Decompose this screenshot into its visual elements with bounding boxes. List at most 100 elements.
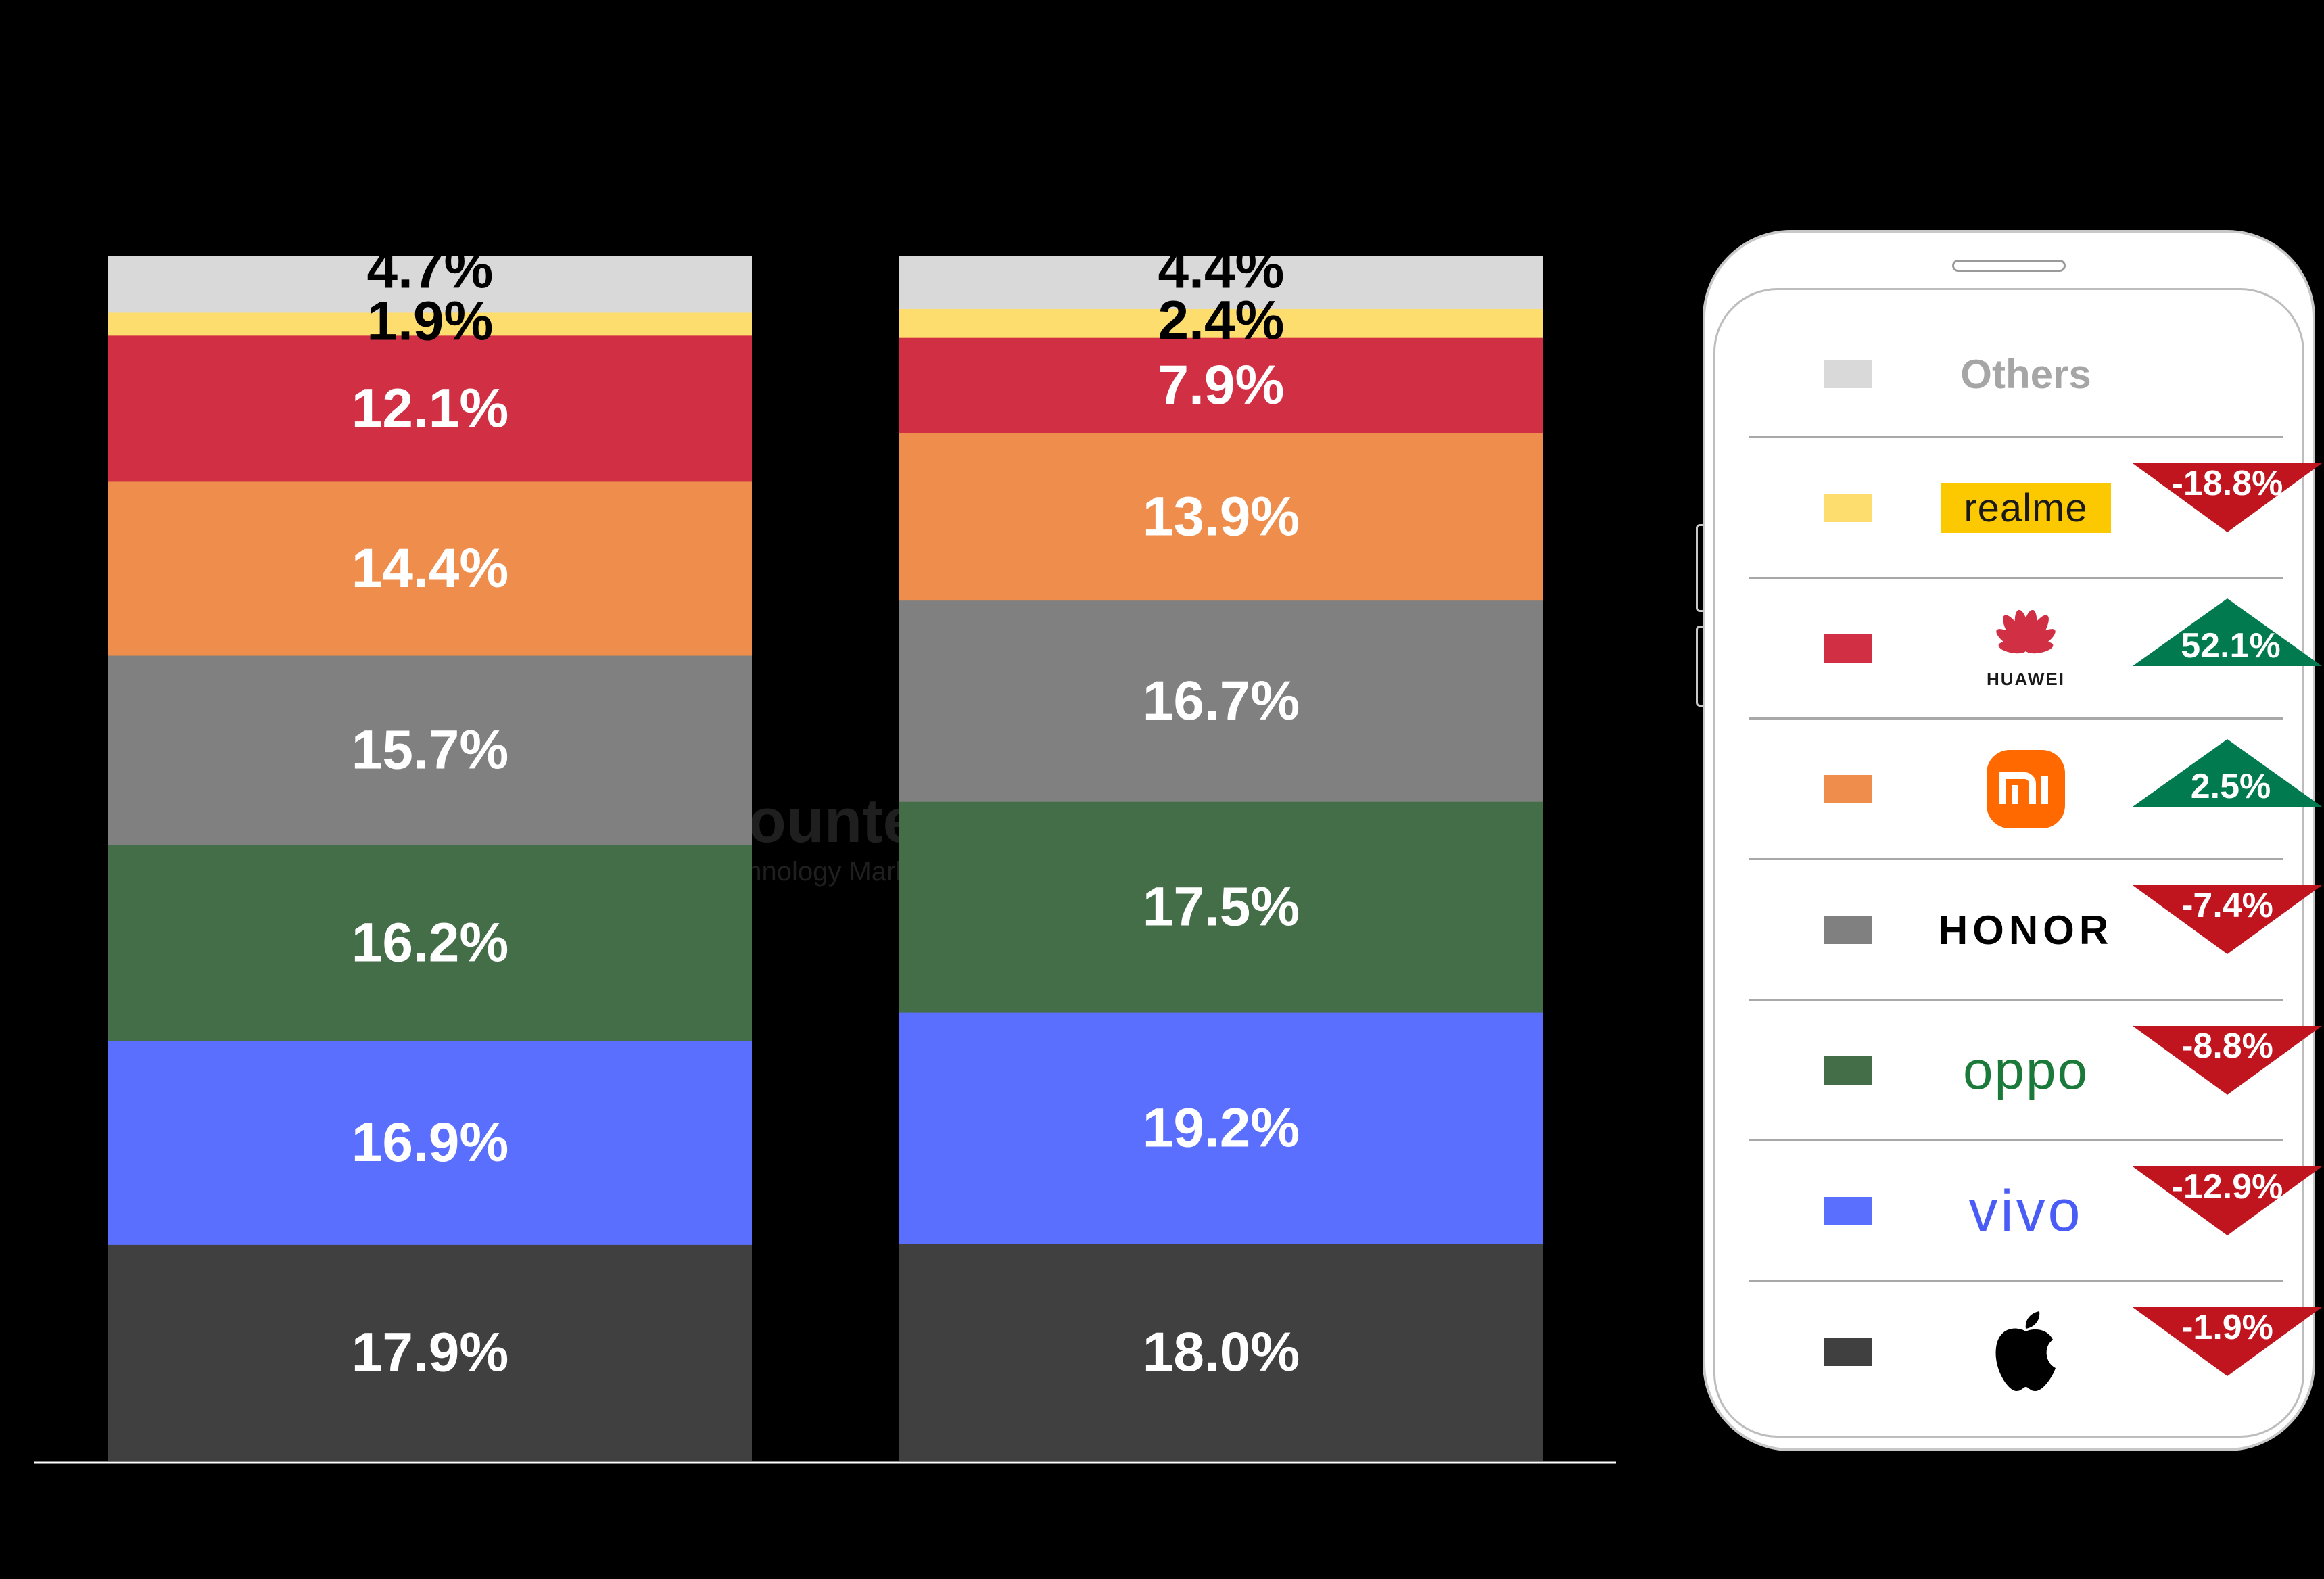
bar-segment-apple	[899, 1244, 1543, 1461]
bar-segment-apple	[108, 1244, 752, 1461]
data-label-oppo: 17.5%	[1143, 876, 1300, 938]
legend-row-apple: -1.9%	[1749, 1281, 2322, 1422]
legend-change-huawei: 52.1%	[2181, 626, 2280, 665]
down-triangle-icon	[2133, 1307, 2322, 1376]
bar-segment-huawei	[108, 335, 752, 482]
legend-change-realme: -18.8%	[2172, 464, 2283, 503]
xiaomi-logo-icon: mi	[1937, 746, 2114, 832]
bar-segment-vivo	[899, 1012, 1543, 1244]
trend-down-badge: -18.8%	[2133, 463, 2322, 532]
legend-divider	[1749, 1139, 2283, 1141]
data-label-huawei: 7.9%	[1158, 354, 1285, 416]
huawei-logo-icon: HUAWEI	[1937, 605, 2114, 692]
bars-group	[108, 256, 1543, 1461]
bar-segment-vivo	[108, 1040, 752, 1245]
bar-segment-realme	[108, 312, 752, 336]
trend-up-badge: 2.5%	[2133, 739, 2322, 807]
legend-label-vivo: vivo	[1968, 1178, 2083, 1244]
bar-segment-xiaomi	[899, 432, 1543, 601]
bar-segment-others	[899, 256, 1543, 309]
legend-swatch-huawei	[1824, 634, 1872, 663]
apple-logo-icon	[1937, 1309, 2114, 1395]
data-label-vivo: 19.2%	[1143, 1098, 1300, 1159]
legend-label-oppo: oppo	[1963, 1040, 2089, 1100]
bar-segment-oppo	[899, 801, 1543, 1013]
phone-screen: Others realme -18.8%	[1713, 288, 2322, 1438]
legend-divider	[1749, 577, 2283, 579]
legend-row-honor: HONOR -7.4%	[1749, 859, 2322, 1000]
bar-segment-honor	[108, 655, 752, 845]
data-label-vivo: 16.9%	[352, 1112, 509, 1173]
phone-legend-panel: Others realme -18.8%	[1703, 230, 2322, 1451]
others-text: Others	[1937, 331, 2114, 417]
realme-logo-icon: realme	[1937, 465, 2114, 551]
data-label-apple: 18.0%	[1143, 1321, 1300, 1383]
legend-change-honor: -7.4%	[2181, 886, 2273, 925]
legend-swatch-realme	[1824, 494, 1872, 522]
bar-segment-huawei	[899, 337, 1543, 433]
data-label-xiaomi: 14.4%	[352, 538, 509, 599]
vivo-logo-icon: vivo	[1937, 1168, 2114, 1254]
legend-swatch-vivo	[1824, 1197, 1872, 1225]
oppo-logo-icon: oppo	[1937, 1027, 2114, 1114]
legend-row-oppo: oppo -8.8%	[1749, 1000, 2322, 1141]
legend-row-others: Others	[1749, 304, 2283, 444]
legend-row-xiaomi: mi 2.5%	[1749, 719, 2322, 859]
legend-label-others: Others	[1960, 351, 2091, 397]
legend-label-xiaomi: mi	[1999, 769, 2000, 770]
legend-swatch-others	[1824, 360, 1872, 388]
data-labels-group: 17.9% 16.9% 16.2% 15.7% 14.4% 12.1% 1.9%4.7% 18…	[352, 239, 1300, 1384]
trend-down-badge: -1.9%	[2133, 1307, 2322, 1376]
up-triangle-icon	[2133, 739, 2322, 807]
data-label-realme: 2.4%	[1158, 289, 1285, 351]
data-label-others: 4.7%	[367, 239, 494, 300]
legend-divider	[1749, 1280, 2283, 1282]
down-triangle-icon	[2133, 885, 2322, 954]
down-triangle-icon	[2133, 1166, 2322, 1235]
data-label-oppo: 16.2%	[352, 912, 509, 973]
legend-label-realme: realme	[1964, 486, 2088, 530]
data-label-others: 4.4%	[1158, 239, 1285, 300]
down-triangle-icon	[2133, 463, 2322, 532]
legend-row-vivo: vivo -12.9%	[1749, 1141, 2322, 1281]
trend-down-badge: -8.8%	[2133, 1026, 2322, 1095]
legend-swatch-oppo	[1824, 1056, 1872, 1085]
legend-row-realme: realme -18.8%	[1749, 438, 2322, 578]
legend-row-huawei: HUAWEI 52.1%	[1749, 578, 2322, 719]
bar-segment-others	[108, 256, 752, 313]
legend-change-vivo: -12.9%	[2172, 1167, 2283, 1206]
honor-logo-icon: HONOR	[1937, 887, 2114, 973]
bar-segment-realme	[899, 308, 1543, 338]
bar-segment-oppo	[108, 845, 752, 1041]
bar-segment-honor	[899, 600, 1543, 802]
legend-change-oppo: -8.8%	[2181, 1027, 2273, 1066]
trend-down-badge: -7.4%	[2133, 885, 2322, 954]
legend-divider	[1749, 717, 2283, 720]
phone-volume-down-button	[1696, 626, 1703, 707]
data-label-realme: 1.9%	[367, 290, 494, 352]
phone-volume-up-button	[1696, 524, 1703, 612]
trend-up-badge: 52.1%	[2133, 598, 2322, 666]
data-label-xiaomi: 13.9%	[1143, 486, 1300, 547]
data-label-honor: 15.7%	[352, 720, 509, 781]
legend-divider	[1749, 436, 2283, 438]
legend-swatch-honor	[1824, 916, 1872, 944]
data-label-apple: 17.9%	[352, 1322, 509, 1384]
data-label-honor: 16.7%	[1143, 670, 1300, 732]
up-triangle-icon	[2133, 598, 2322, 666]
bar-segment-xiaomi	[108, 481, 752, 656]
trend-down-badge: -12.9%	[2133, 1166, 2322, 1235]
legend-swatch-apple	[1824, 1338, 1872, 1366]
legend-label-honor: HONOR	[1938, 907, 2114, 953]
legend-change-xiaomi: 2.5%	[2191, 767, 2271, 806]
legend-divider	[1749, 999, 2283, 1001]
legend-divider	[1749, 858, 2283, 860]
legend-swatch-xiaomi	[1824, 775, 1872, 803]
data-label-huawei: 12.1%	[352, 377, 509, 439]
legend-label-huawei: HUAWEI	[1987, 669, 2065, 689]
legend-change-apple: -1.9%	[2181, 1308, 2273, 1347]
down-triangle-icon	[2133, 1026, 2322, 1095]
phone-speaker-icon	[1952, 260, 2066, 272]
